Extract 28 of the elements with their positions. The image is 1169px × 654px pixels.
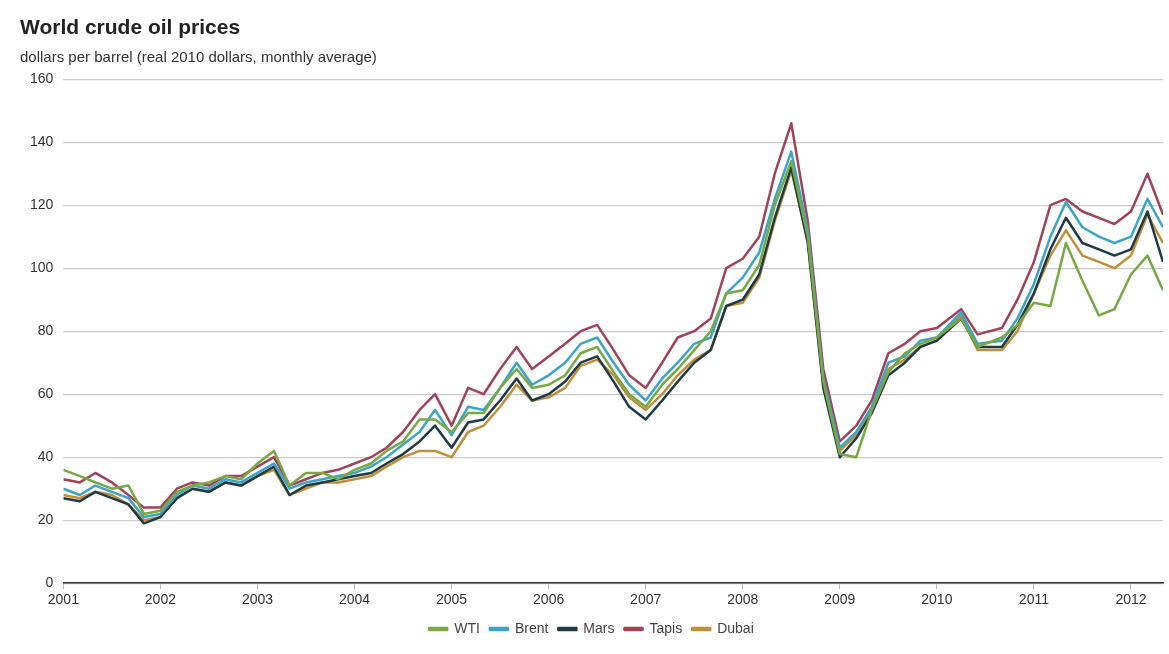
x-tick-label: 2011 [1018, 591, 1050, 608]
x-tick-label: 2002 [144, 591, 177, 608]
y-tick-label: 40 [37, 448, 54, 465]
legend-label: Mars [583, 619, 615, 636]
x-tick-label: 2010 [921, 591, 953, 608]
x-tick-label: 2003 [241, 591, 274, 608]
y-tick-label: 60 [37, 385, 54, 402]
legend-label: Brent [514, 619, 549, 636]
y-tick-label: 160 [30, 70, 54, 87]
y-tick-label: 20 [37, 511, 54, 528]
y-tick-label: 0 [45, 574, 54, 591]
x-tick-label: 2005 [436, 591, 468, 608]
x-tick-label: 2007 [630, 591, 662, 608]
legend-label: Tapis [649, 619, 683, 636]
y-tick-label: 140 [30, 133, 54, 150]
y-tick-label: 80 [37, 322, 54, 339]
chart-title: World crude oil prices [20, 15, 241, 39]
legend-label: WTI [454, 619, 480, 636]
legend-label: Dubai [717, 619, 754, 636]
x-tick-label: 2009 [824, 591, 856, 608]
x-tick-label: 2012 [1115, 591, 1147, 608]
x-tick-label: 2006 [533, 591, 565, 608]
chart-subtitle: dollars per barrel (real 2010 dollars, monthly average) [20, 48, 377, 66]
y-tick-label: 100 [30, 259, 54, 276]
x-tick-label: 2001 [47, 591, 80, 608]
x-tick-label: 2008 [727, 591, 759, 608]
y-tick-label: 120 [30, 196, 54, 213]
x-tick-label: 2004 [338, 591, 371, 608]
